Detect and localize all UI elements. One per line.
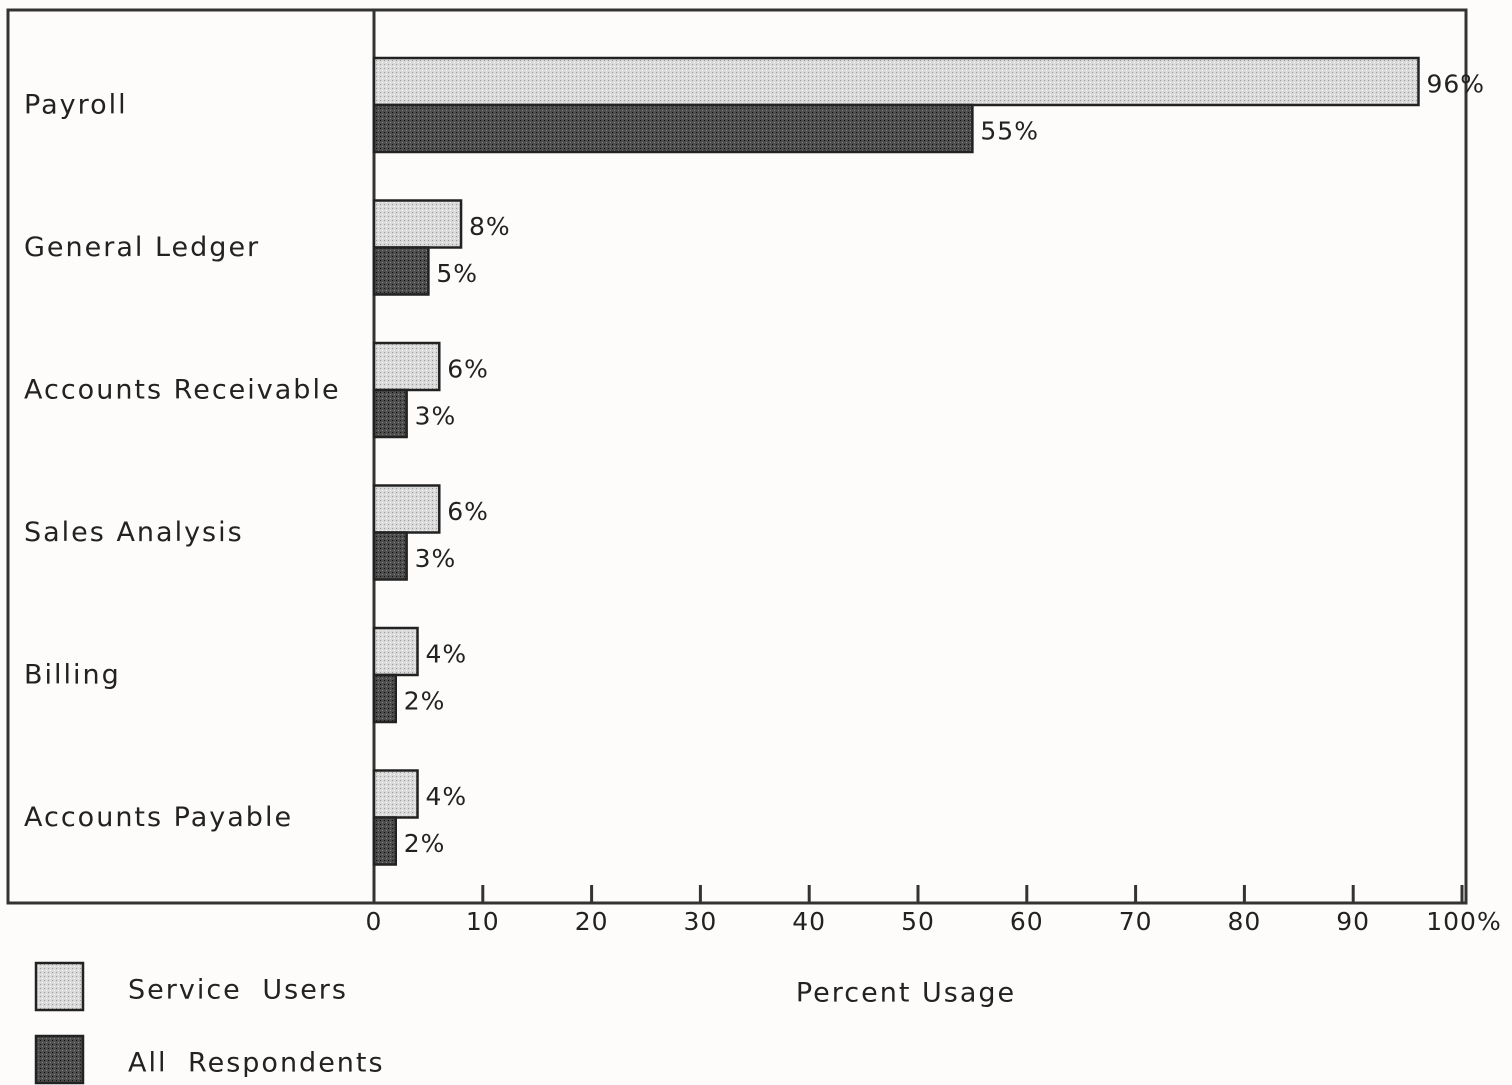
bar xyxy=(372,484,441,534)
value-label: 5% xyxy=(436,259,478,288)
value-label: 6% xyxy=(447,355,489,384)
value-label: 3% xyxy=(415,402,457,431)
bar xyxy=(372,769,419,819)
bar xyxy=(372,103,974,154)
x-tick-label: 20 xyxy=(575,907,609,936)
x-tick-label: 70 xyxy=(1119,907,1153,936)
x-tick-label: 50 xyxy=(901,907,935,936)
x-tick-label: 60 xyxy=(1010,907,1044,936)
category-label: Sales Analysis xyxy=(24,517,244,548)
legend-swatch xyxy=(34,961,85,1012)
value-label: 55% xyxy=(980,117,1039,146)
value-label: 4% xyxy=(426,640,468,669)
bar xyxy=(372,388,408,439)
category-label: Payroll xyxy=(24,90,128,121)
bar xyxy=(372,56,1420,107)
legend-label: All Respondents xyxy=(128,1048,385,1079)
category-label: Accounts Receivable xyxy=(24,375,341,406)
bar xyxy=(372,246,430,296)
x-tick-label: 30 xyxy=(683,907,717,936)
plot-frame xyxy=(6,8,1468,905)
bar xyxy=(372,199,463,249)
x-tick-label: 40 xyxy=(792,907,826,936)
value-label: 8% xyxy=(469,212,511,241)
value-label: 96% xyxy=(1426,70,1485,99)
x-tick-label: 90 xyxy=(1336,907,1370,936)
x-axis-label: Percent Usage xyxy=(796,978,1016,1009)
x-tick-label: 80 xyxy=(1227,907,1261,936)
category-label: Billing xyxy=(24,660,121,691)
category-label: General Ledger xyxy=(24,232,260,263)
value-label: 4% xyxy=(426,782,468,811)
bar xyxy=(372,816,398,866)
value-label: 3% xyxy=(415,544,457,573)
bar xyxy=(372,341,441,392)
value-label: 2% xyxy=(404,829,446,858)
bar xyxy=(372,531,408,581)
legend-swatch xyxy=(34,1034,85,1085)
value-label: 2% xyxy=(404,687,446,716)
x-tick-label: 10 xyxy=(466,907,500,936)
bar xyxy=(372,673,398,724)
x-tick-label: 100% xyxy=(1426,907,1501,936)
category-label: Accounts Payable xyxy=(24,802,293,833)
legend-label: Service Users xyxy=(128,975,348,1006)
value-label: 6% xyxy=(447,497,489,526)
x-tick-label: 0 xyxy=(366,907,383,936)
bar xyxy=(372,626,419,677)
